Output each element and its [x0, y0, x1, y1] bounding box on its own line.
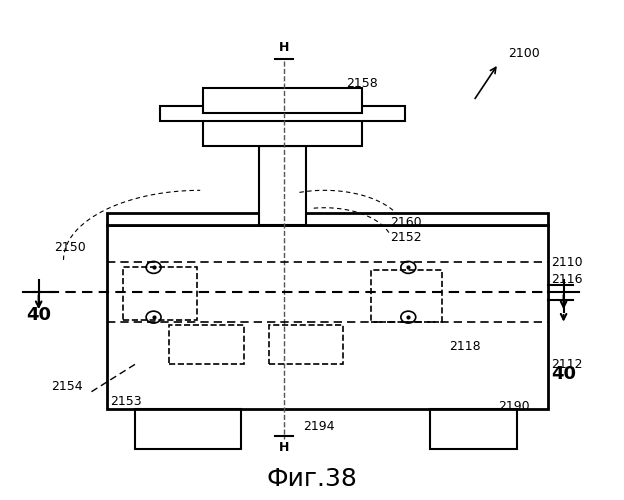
Text: 2116: 2116 [551, 274, 583, 286]
Bar [259, 146, 306, 225]
Bar [107, 225, 548, 409]
Text: 2112: 2112 [551, 358, 583, 371]
Text: 2153: 2153 [110, 395, 142, 408]
Bar [430, 409, 517, 449]
Bar [371, 270, 442, 322]
Bar [268, 324, 343, 364]
Bar [107, 212, 548, 225]
Bar [169, 324, 243, 364]
Bar [203, 114, 362, 146]
Text: 2190: 2190 [499, 400, 530, 413]
Text: 2100: 2100 [508, 47, 539, 60]
Text: 2152: 2152 [389, 231, 421, 244]
Bar [122, 268, 197, 320]
Text: 2154: 2154 [51, 380, 83, 393]
Text: 40: 40 [551, 366, 576, 384]
Text: 2110: 2110 [551, 256, 583, 269]
Text: 2160: 2160 [389, 216, 421, 229]
Text: 2118: 2118 [449, 340, 480, 353]
Text: H: H [279, 442, 290, 454]
Text: 2150: 2150 [54, 241, 86, 254]
Text: 40: 40 [26, 306, 51, 324]
Text: Фиг.38: Фиг.38 [266, 466, 358, 490]
Bar [160, 106, 405, 120]
Text: H: H [279, 40, 290, 54]
Text: 2158: 2158 [346, 77, 378, 90]
Text: 2194: 2194 [303, 420, 334, 433]
Bar [135, 409, 241, 449]
Bar [203, 88, 362, 114]
